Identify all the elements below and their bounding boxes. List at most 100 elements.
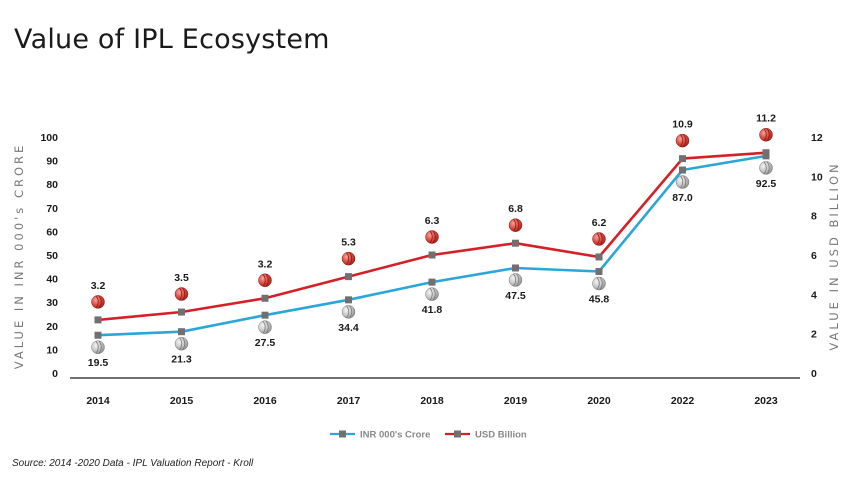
inr-ball-icon [508, 273, 523, 287]
inr-point [261, 311, 269, 319]
usd-point [762, 149, 770, 157]
usd-data-label: 3.5 [174, 272, 189, 284]
ball-seam [179, 287, 183, 301]
usd-data-label: 5.3 [341, 237, 356, 249]
inr-data-label: 19.5 [88, 357, 109, 369]
ball-seam [596, 277, 600, 290]
usd-ball-icon [508, 218, 523, 232]
usd-point [595, 253, 603, 261]
right-axis-label: VALUE IN USD BILLION [827, 161, 841, 350]
left-tick-label: 30 [46, 297, 58, 309]
usd-ball-icon [174, 287, 189, 301]
legend-item-usd: USD Billion [445, 430, 527, 441]
ball-seam [262, 274, 266, 287]
usd-point [345, 273, 352, 281]
usd-point [428, 251, 436, 259]
x-tick-label: 2020 [587, 395, 611, 407]
left-tick-label: 70 [46, 203, 58, 215]
usd-point [178, 308, 185, 316]
inr-ball-icon [258, 320, 272, 334]
usd-data-label: 10.9 [672, 119, 693, 131]
legend-marker-inr [339, 430, 346, 438]
ball-seam [95, 341, 99, 354]
usd-ball-icon [341, 251, 356, 266]
usd-ball-icon [425, 230, 439, 244]
x-tick-label: 2017 [337, 395, 361, 407]
ball-seam [683, 134, 687, 148]
inr-point [94, 331, 102, 339]
inr-point [178, 328, 185, 336]
ball-seam [346, 305, 350, 319]
usd-data-label: 6.8 [508, 203, 523, 215]
inr-ball-icon [759, 161, 773, 175]
ball-seam [516, 273, 520, 287]
usd-point [94, 316, 102, 324]
ball-seam [680, 134, 684, 147]
inr-point [679, 166, 686, 174]
usd-point [679, 155, 686, 163]
ball-seam [599, 277, 603, 290]
cricket-ball-markers [91, 127, 773, 354]
ball-seam [429, 230, 433, 244]
usd-ball-icon [759, 127, 773, 142]
ball-seam [95, 295, 99, 309]
usd-ball-icon [91, 295, 105, 309]
ball-seam [349, 305, 353, 319]
data-labels: 3.2 3.5 3.2 5.3 6.3 6.8 6.2 10.9 11.2 19.5 21.3 27.… [88, 113, 777, 370]
left-tick-label: 90 [46, 156, 58, 168]
inr-ball-icon [341, 305, 356, 319]
inr-ball-icon [91, 340, 105, 354]
inr-ball-icon [592, 276, 606, 291]
left-tick-label: 50 [46, 250, 58, 262]
ball-seam [98, 340, 102, 354]
x-axis-ticks: 2014 2015 2016 2017 2018 2019 2020 2022 2023 [86, 395, 778, 407]
x-tick-label: 2016 [253, 395, 277, 407]
ball-seam [680, 175, 684, 189]
inr-point [428, 278, 436, 286]
left-tick-label: 60 [46, 226, 58, 238]
left-tick-label: 80 [46, 179, 58, 191]
ball-seam [179, 337, 183, 350]
left-tick-label: 100 [40, 132, 58, 144]
ball-seam [432, 287, 436, 301]
right-y-axis-ticks: 0 2 4 6 8 10 12 [811, 132, 823, 380]
left-y-axis-ticks: 0 10 20 30 40 50 60 70 80 90 100 [40, 132, 58, 380]
legend: INR 000's Crore USD Billion [330, 430, 527, 441]
right-tick-label: 0 [811, 368, 817, 380]
ball-seam [683, 175, 687, 189]
inr-data-label: 34.4 [338, 322, 359, 334]
ball-seam [763, 128, 767, 141]
inr-point [345, 296, 352, 304]
right-tick-label: 2 [811, 329, 817, 341]
x-tick-label: 2019 [504, 395, 528, 407]
source-note: Source: 2014 -2020 Data - IPL Valuation … [12, 458, 254, 469]
ball-seam [766, 128, 770, 142]
left-tick-label: 40 [46, 274, 58, 286]
usd-ball-icon [592, 232, 606, 246]
ball-seam [429, 287, 433, 301]
ball-seam [513, 273, 517, 287]
inr-data-label: 27.5 [255, 337, 276, 349]
inr-ball-icon [174, 336, 189, 351]
inr-ball-icon [675, 175, 690, 189]
chart-title: Value of IPL Ecosystem [14, 24, 330, 55]
legend-label-usd: USD Billion [475, 430, 527, 441]
x-tick-label: 2022 [671, 395, 695, 407]
x-tick-label: 2015 [170, 395, 194, 407]
series-point-markers [94, 149, 770, 339]
ball-seam [516, 218, 520, 232]
ball-seam [265, 320, 269, 334]
left-tick-label: 10 [46, 344, 58, 356]
usd-data-label: 3.2 [258, 258, 273, 270]
ball-seam [346, 252, 350, 265]
x-tick-label: 2014 [86, 395, 110, 407]
inr-data-label: 92.5 [756, 178, 777, 190]
ball-seam [432, 230, 436, 244]
usd-data-label: 11.2 [756, 113, 776, 125]
inr-ball-icon [425, 287, 439, 301]
right-tick-label: 12 [811, 132, 823, 144]
inr-data-label: 41.8 [422, 304, 443, 316]
right-tick-label: 8 [811, 211, 817, 223]
usd-data-label: 6.2 [592, 217, 607, 229]
